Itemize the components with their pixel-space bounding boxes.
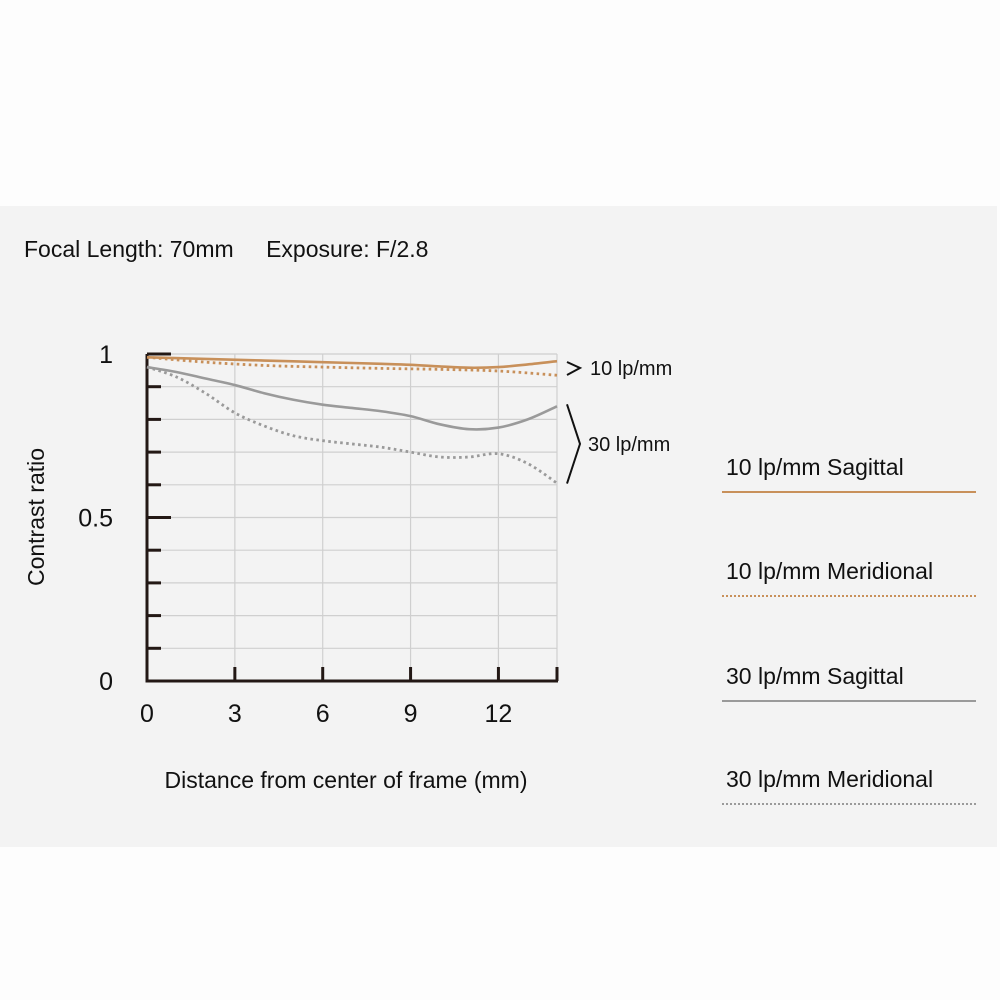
legend-item-10-meridional: 10 lp/mm Meridional	[722, 558, 976, 597]
series-line-10-lp-mm-sagittal	[146, 355, 558, 370]
legend-swatch	[722, 803, 976, 805]
chart-header: Focal Length: 70mm Exposure: F/2.8	[24, 236, 454, 263]
bracket-30lpmm	[566, 404, 582, 484]
y-tick-label: 0.5	[78, 505, 113, 533]
x-tick-label: 9	[404, 700, 418, 728]
x-tick-label: 0	[140, 700, 154, 728]
x-tick-label: 12	[485, 700, 513, 728]
x-tick-label: 6	[316, 700, 330, 728]
legend-swatch	[722, 595, 976, 597]
exposure-label: Exposure: F/2.8	[266, 236, 429, 262]
y-axis-label: Contrast ratio	[23, 448, 49, 586]
legend-swatch	[722, 700, 976, 702]
y-tick-label: 0	[99, 668, 113, 696]
legend-item-10-sagittal: 10 lp/mm Sagittal	[722, 454, 976, 493]
series-lines	[146, 355, 558, 485]
group-labels: 10 lp/mm 30 lp/mm	[566, 358, 672, 484]
focal-length-label: Focal Length: 70mm	[24, 236, 234, 262]
series-line-30-lp-mm-sagittal	[146, 365, 558, 431]
legend-item-30-sagittal: 30 lp/mm Sagittal	[722, 663, 976, 702]
legend-label: 30 lp/mm Meridional	[726, 766, 934, 792]
legend-item-30-meridional: 30 lp/mm Meridional	[722, 766, 976, 805]
series-line-10-lp-mm-meridional	[146, 355, 558, 377]
legend-label: 30 lp/mm Sagittal	[726, 663, 904, 689]
group-label-10lpmm: 10 lp/mm	[590, 358, 672, 380]
legend-swatch	[722, 491, 976, 493]
legend-label: 10 lp/mm Meridional	[726, 558, 934, 584]
axes: 0 3 6 9 12 1 0.5 0	[78, 341, 559, 728]
bracket-10lpmm	[566, 361, 583, 376]
x-tick-label: 3	[228, 700, 242, 728]
grid-lines	[147, 353, 558, 681]
x-axis-label: Distance from center of frame (mm)	[165, 767, 528, 793]
y-tick-label: 1	[99, 341, 113, 369]
group-label-30lpmm: 30 lp/mm	[588, 434, 670, 456]
series-line-30-lp-mm-meridional	[146, 365, 558, 485]
legend-label: 10 lp/mm Sagittal	[726, 454, 904, 480]
